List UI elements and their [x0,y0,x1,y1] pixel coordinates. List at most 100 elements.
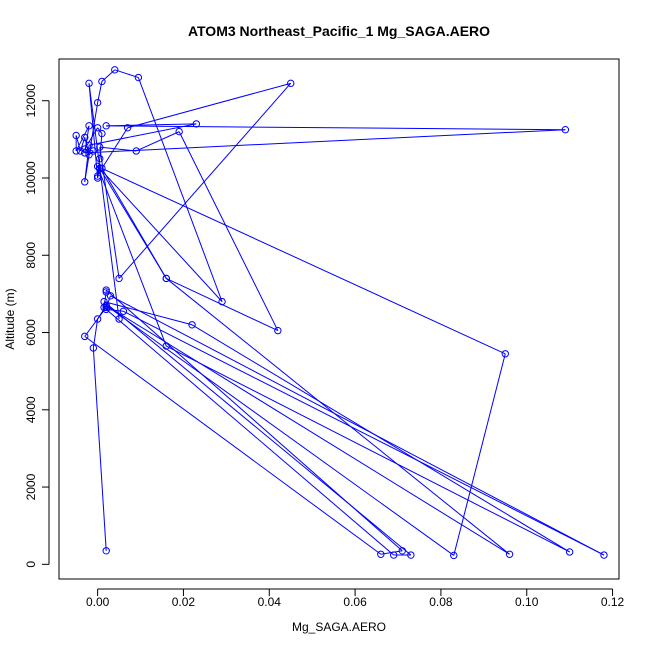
series-segment [99,168,167,279]
data-point [123,124,132,132]
data-point [115,315,123,323]
data-point [600,551,608,559]
data-point [134,73,143,82]
y-tick-label: 8000 [24,242,38,269]
y-tick-label: 2000 [24,473,38,500]
series-segment [118,83,292,279]
data-point [175,127,183,136]
data-point [132,147,140,155]
data-point [274,326,282,335]
x-tick-label: 0.10 [515,595,539,609]
x-tick-label: 0.12 [601,595,625,609]
x-tick-label: 0.00 [86,595,110,609]
data-point [98,164,106,173]
data-point [96,164,104,173]
data-point [115,274,123,283]
data-point [85,151,93,159]
y-axis: 0 2000 4000 6000 8000 10000 12000 [24,84,50,568]
data-point [93,315,102,323]
data-point [390,551,398,559]
x-tick-label: 0.08 [429,595,453,609]
data-point [96,154,104,163]
data-point [81,332,89,341]
data-point [450,551,458,560]
data-point [398,547,406,555]
series-segment [137,77,223,302]
data-point [93,124,102,132]
series-segment [99,133,103,159]
x-tick-label: 0.02 [172,595,196,609]
data-point [96,143,104,151]
y-axis-label: Altitude (m) [3,288,17,349]
data-point [102,122,110,130]
series-segment [178,131,279,331]
series-segment [136,131,180,152]
series-segment [75,135,81,152]
series-segment [75,125,90,152]
y-tick-label: 10000 [24,161,38,195]
series-segment [97,166,167,347]
x-tick-label: 0.06 [343,595,367,609]
data-point [377,550,385,558]
data-point [81,145,89,153]
data-point [102,547,110,555]
series-segment [453,353,506,556]
data-point [162,342,170,350]
data-point [106,292,115,300]
series-segment [105,308,395,556]
series-segment [84,148,94,152]
data-point [505,550,514,558]
data-point [561,125,570,134]
data-point [81,178,89,186]
series-segment [101,127,129,169]
series-segment [166,345,570,553]
data-point [287,79,295,88]
data-point [102,286,110,294]
series-segment [99,167,223,302]
data-point [89,147,98,155]
data-point [102,305,110,314]
data-point [93,98,102,107]
x-axis: 0.00 0.02 0.04 0.06 0.08 0.10 0.12 [86,588,625,609]
x-tick-label: 0.04 [258,595,282,609]
data-point [72,147,80,155]
data-point [102,288,110,296]
data-point [98,77,106,86]
plot-frame [58,58,620,580]
series-segment [191,324,570,553]
series-segment [88,123,197,146]
data-point [81,133,89,142]
data-point [85,122,93,130]
data-point [93,174,102,182]
series-segment [165,278,510,555]
data-point [111,66,119,74]
data-point [100,297,108,306]
chart-title: ATOM3 Northeast_Pacific_1 Mg_SAGA.AERO [188,23,490,39]
series-segment [84,335,382,555]
data-point [188,321,196,329]
data-point [162,274,170,283]
data-point [81,149,89,157]
series-segment [123,310,605,556]
data-point [501,350,509,358]
x-axis-label: Mg_SAGA.AERO [292,620,386,634]
data-point [93,172,102,180]
y-tick-label: 6000 [24,319,38,346]
series-segment [103,301,193,326]
data-point [218,297,226,306]
y-tick-label: 0 [24,561,38,568]
series-segment [88,83,120,320]
data-point [85,79,93,88]
data-point [407,551,415,559]
series-segment [97,165,506,355]
data-point [119,307,128,315]
data-point [102,301,110,310]
data-point [93,162,102,171]
series-segment [110,295,605,556]
data-point [76,147,85,155]
data-point [192,120,201,128]
series-segment [105,305,510,555]
